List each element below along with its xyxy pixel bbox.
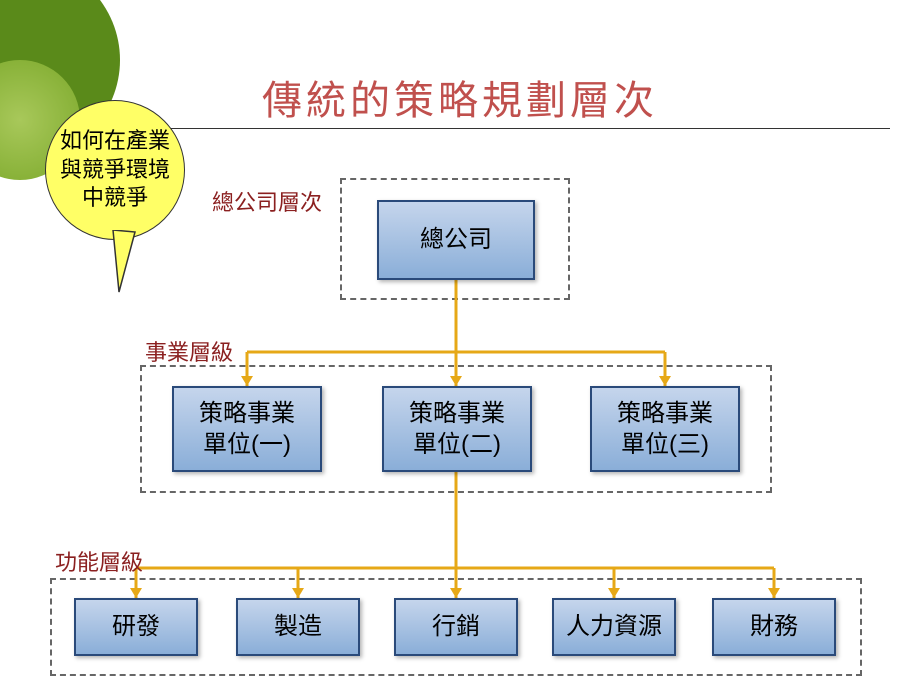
- node-bottom-2: 行銷: [394, 598, 518, 656]
- node-top: 總公司: [377, 200, 535, 280]
- node-middle-0: 策略事業單位(一): [172, 386, 322, 472]
- level-label-0: 總公司層次: [212, 185, 322, 217]
- callout-text: 如何在產業與競爭環境中競爭: [58, 127, 172, 213]
- node-middle-1: 策略事業單位(二): [382, 386, 532, 472]
- level-label-2: 功能層級: [55, 545, 143, 577]
- level-label-1: 事業層級: [145, 335, 233, 367]
- node-middle-2: 策略事業單位(三): [590, 386, 740, 472]
- node-bottom-1: 製造: [236, 598, 360, 656]
- callout-bubble: 如何在產業與競爭環境中競爭: [45, 100, 185, 240]
- node-bottom-4: 財務: [712, 598, 836, 656]
- node-bottom-0: 研發: [74, 598, 198, 656]
- callout-tail: [95, 230, 155, 310]
- node-bottom-3: 人力資源: [552, 598, 676, 656]
